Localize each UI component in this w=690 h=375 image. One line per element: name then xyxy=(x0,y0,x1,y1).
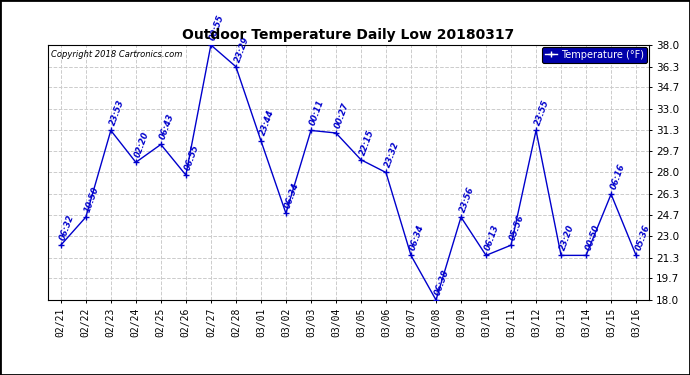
Text: 00:27: 00:27 xyxy=(333,101,351,129)
Text: 06:34: 06:34 xyxy=(284,182,301,210)
Text: 06:38: 06:38 xyxy=(433,268,451,297)
Text: 23:53: 23:53 xyxy=(108,99,126,127)
Text: 02:20: 02:20 xyxy=(133,130,151,159)
Text: 23:20: 23:20 xyxy=(559,224,576,252)
Text: 06:34: 06:34 xyxy=(408,224,426,252)
Text: 23:29: 23:29 xyxy=(233,35,251,63)
Text: 23:56: 23:56 xyxy=(459,185,476,214)
Text: 06:13: 06:13 xyxy=(484,224,501,252)
Text: 00:11: 00:11 xyxy=(308,99,326,127)
Text: 05:56: 05:56 xyxy=(509,213,526,242)
Text: 05:36: 05:36 xyxy=(633,224,651,252)
Text: 06:43: 06:43 xyxy=(159,112,176,141)
Text: 22:15: 22:15 xyxy=(359,128,376,156)
Text: 06:32: 06:32 xyxy=(59,213,76,242)
Text: 23:32: 23:32 xyxy=(384,141,401,169)
Text: 23:44: 23:44 xyxy=(259,109,276,137)
Title: Outdoor Temperature Daily Low 20180317: Outdoor Temperature Daily Low 20180317 xyxy=(182,28,515,42)
Text: 00:55: 00:55 xyxy=(208,13,226,42)
Text: 06:16: 06:16 xyxy=(609,162,627,191)
Text: Copyright 2018 Cartronics.com: Copyright 2018 Cartronics.com xyxy=(51,50,183,59)
Text: 06:55: 06:55 xyxy=(184,143,201,172)
Text: 00:50: 00:50 xyxy=(584,224,601,252)
Legend: Temperature (°F): Temperature (°F) xyxy=(542,47,647,63)
Text: 23:55: 23:55 xyxy=(533,99,551,127)
Text: 10:50: 10:50 xyxy=(83,185,101,214)
